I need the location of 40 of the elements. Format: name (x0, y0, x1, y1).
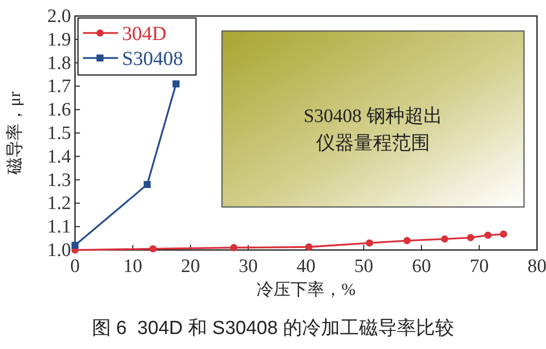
legend-label: S30408 (122, 48, 184, 70)
x-tick-label: 10 (123, 256, 142, 277)
x-tick-label: 70 (470, 256, 489, 277)
annotation-box: S30408 钢种超出 仪器量程范围 (221, 30, 525, 208)
y-tick-label: 1.7 (47, 76, 71, 98)
point (72, 242, 78, 249)
y-tick-label: 1.0 (47, 240, 71, 261)
x-tick-label: 0 (70, 256, 80, 277)
x-tick-label: 20 (181, 256, 200, 277)
x-tick-label: 60 (412, 256, 431, 277)
x-axis-title: 冷压下率，% (256, 280, 356, 299)
y-tick-label: 1.1 (47, 216, 71, 238)
y-tick-label: 1.3 (47, 170, 71, 191)
caption: 图 6 304D 和 S30408 的冷加工磁导率比较 (92, 317, 454, 339)
y-tick-label: 1.2 (47, 193, 71, 214)
y-tick-label: 1.6 (47, 100, 71, 121)
point (441, 235, 448, 243)
point (305, 243, 312, 251)
annotation: 仪器量程范围 (316, 133, 430, 154)
x-tick-label: 40 (296, 256, 316, 277)
y-tick-label: 1.5 (47, 123, 71, 144)
y-tick-label: 1.4 (47, 146, 72, 168)
legend-label: 304D (122, 23, 166, 45)
point (466, 234, 474, 242)
point (172, 80, 180, 88)
point (500, 230, 508, 238)
x-tick-label: 80 (528, 256, 546, 277)
y-tick-label: 1.8 (47, 52, 71, 74)
x-tick-label: 30 (238, 256, 258, 277)
y-tick-label: 1.9 (47, 29, 71, 50)
point (149, 245, 157, 252)
x-tick-label: 50 (354, 256, 374, 277)
point (403, 237, 411, 244)
y-axis-title: 磁导率，μr (5, 91, 24, 176)
point (144, 180, 151, 188)
point (230, 244, 238, 252)
point (484, 232, 492, 239)
point (366, 239, 374, 247)
annotation: S30408 钢种超出 (304, 106, 442, 127)
y-tick-label: 2.0 (47, 6, 71, 27)
